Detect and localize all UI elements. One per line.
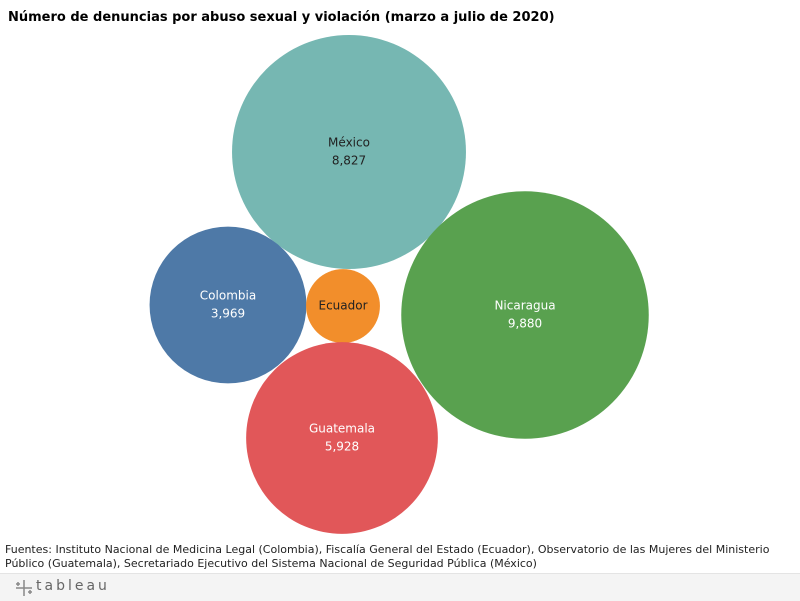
value-label: 9,880 (508, 317, 542, 331)
value-label: 8,827 (332, 154, 366, 168)
source-note: Fuentes: Instituto Nacional de Medicina … (5, 543, 770, 570)
logo-text: tableau (36, 578, 110, 594)
chart: México 8,827 Nicaragua 9,880 Colombia 3,969 Ec… (149, 35, 649, 534)
bubble (401, 191, 649, 439)
bubble-label: Guatemala (309, 422, 375, 436)
value-label: 3,969 (211, 307, 245, 321)
value-label: 5,928 (325, 440, 359, 454)
chart-title: Número de denuncias por abuso sexual y v… (8, 10, 555, 25)
bubble (149, 226, 307, 384)
bubble-label: Ecuador (318, 299, 367, 313)
bubble (246, 342, 438, 534)
footer-bar: tableau (0, 573, 800, 601)
bubble (232, 35, 466, 269)
bubble-label: Colombia (200, 289, 256, 303)
bubble-label: México (328, 136, 370, 150)
logo-icon (16, 580, 32, 596)
bubble (306, 269, 380, 343)
bubble-label: Nicaragua (494, 299, 555, 313)
